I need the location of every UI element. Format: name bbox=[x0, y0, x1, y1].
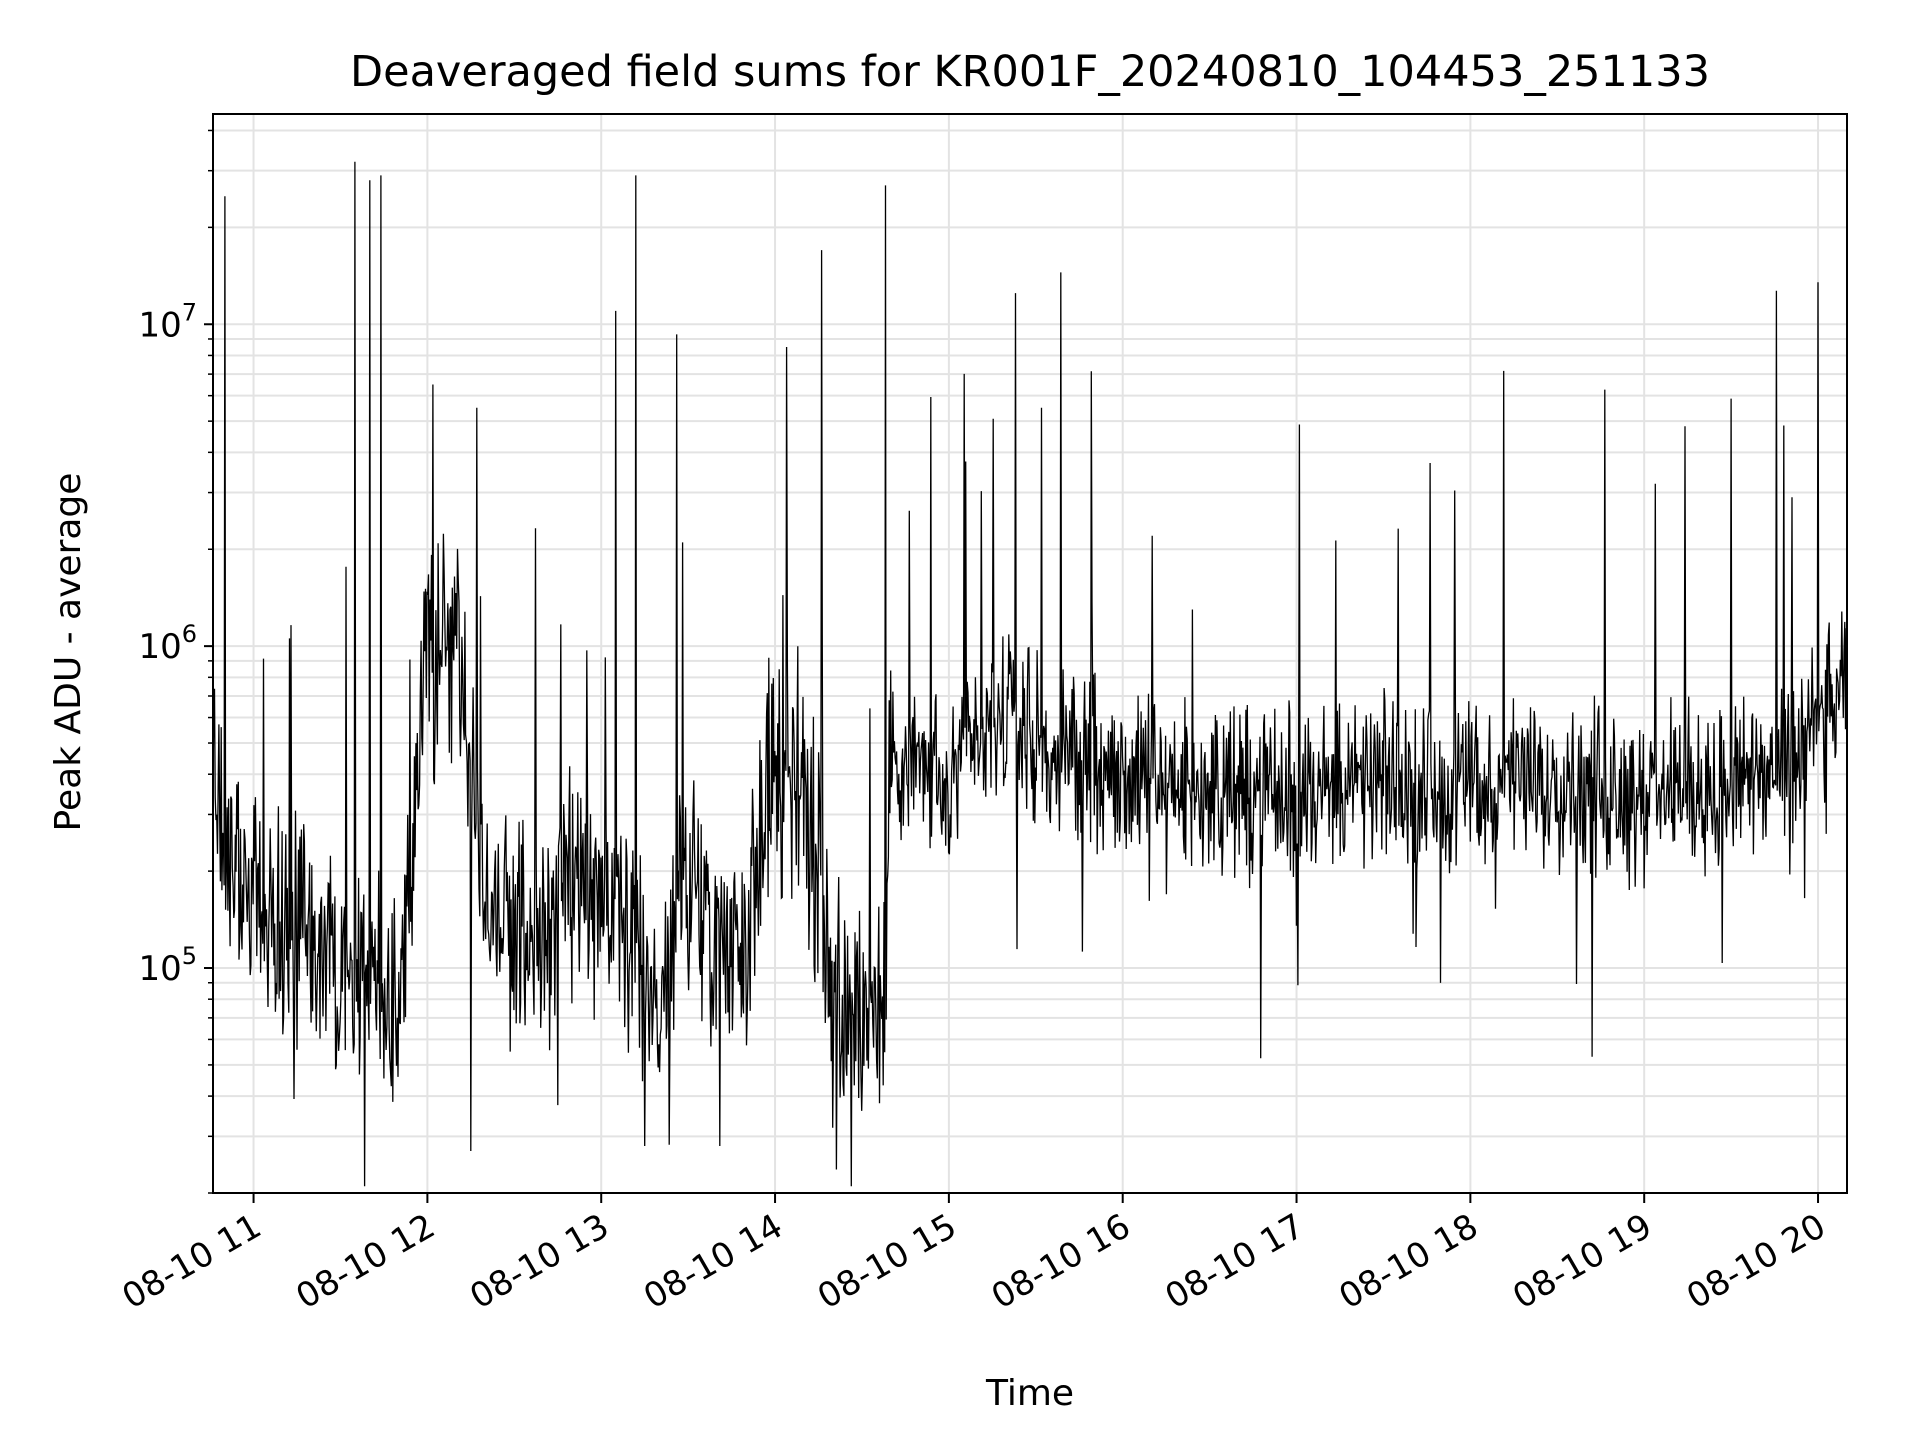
y-tick-base: 10 bbox=[138, 627, 181, 667]
y-tick-base: 10 bbox=[138, 949, 181, 989]
y-tick-exponent: 5 bbox=[182, 942, 197, 970]
y-tick-label: 107 bbox=[138, 298, 197, 345]
chart-title: Deaveraged field sums for KR001F_2024081… bbox=[350, 47, 1710, 97]
y-tick-label: 105 bbox=[138, 942, 197, 989]
series-line bbox=[212, 161, 1848, 1187]
x-axis-label: Time bbox=[985, 1373, 1074, 1414]
plot-frame bbox=[212, 113, 1848, 1194]
y-tick-label: 106 bbox=[138, 620, 197, 667]
y-axis-label: Peak ADU - average bbox=[48, 473, 89, 832]
y-tick-base: 10 bbox=[138, 305, 181, 345]
data-series bbox=[212, 161, 1848, 1187]
y-tick-exponent: 7 bbox=[182, 298, 197, 326]
y-tick-exponent: 6 bbox=[182, 620, 197, 648]
